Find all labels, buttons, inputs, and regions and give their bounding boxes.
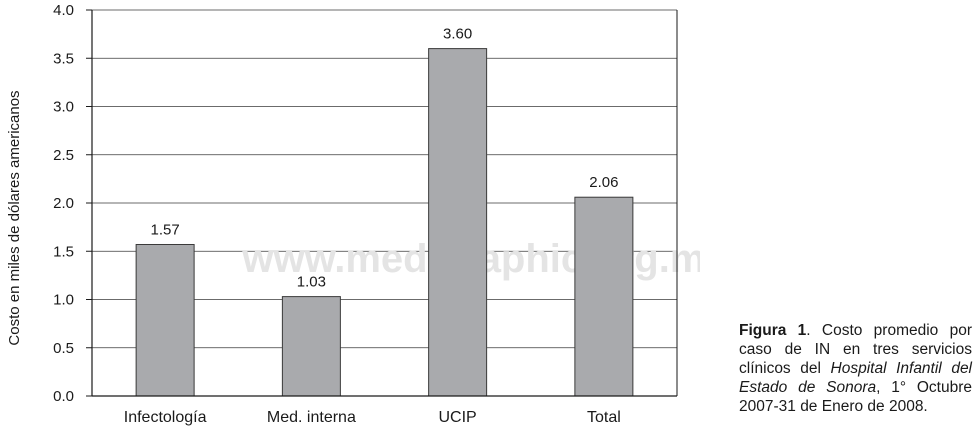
data-labels: 1.57 1.03 3.60 2.06 xyxy=(151,26,619,291)
data-label: 3.60 xyxy=(443,26,472,43)
x-category-label: Total xyxy=(587,409,621,426)
bars xyxy=(135,48,634,397)
caption-text-2: , 1° Octubre 2007-31 de Enero de 2008. xyxy=(739,379,972,415)
y-tick-label: 0.5 xyxy=(53,340,74,357)
y-axis-label: Costo en miles de dólares americanos xyxy=(6,90,23,345)
y-tick-label: 2.0 xyxy=(53,195,74,212)
y-tick-label: 3.5 xyxy=(53,50,74,67)
x-category-labels: Infectología Med. interna UCIP Total xyxy=(124,409,621,426)
data-label: 1.03 xyxy=(297,274,326,291)
bar-3 xyxy=(428,48,488,397)
y-tick-label: 1.0 xyxy=(53,292,74,309)
y-tick-label: 0.0 xyxy=(53,388,74,405)
bar-1 xyxy=(135,243,195,397)
y-tick-labels: 0.0 0.5 1.0 1.5 2.0 2.5 3.0 3.5 4.0 xyxy=(53,2,74,405)
bar-2 xyxy=(281,296,341,397)
caption-text-1: . Costo promedio por caso de IN en tres … xyxy=(739,322,972,377)
x-category-label: Med. interna xyxy=(267,409,356,426)
y-tick-label: 1.5 xyxy=(53,243,74,260)
bar-4 xyxy=(574,196,634,397)
axes xyxy=(91,10,678,397)
caption-lead: Figura 1 xyxy=(739,322,807,339)
x-category-label: Infectología xyxy=(124,409,207,426)
y-tick-label: 3.0 xyxy=(53,99,74,116)
data-label: 1.57 xyxy=(151,221,180,238)
bar-chart: www.medigraphic.org.mx 0.00.51.01.52.02.… xyxy=(6,2,700,426)
figure-caption: Figura 1. Costo promedio por caso de IN … xyxy=(739,321,972,416)
y-tick-label: 4.0 xyxy=(53,2,74,19)
x-category-label: UCIP xyxy=(439,409,477,426)
y-tick-label: 2.5 xyxy=(53,147,74,164)
data-label: 2.06 xyxy=(589,174,618,191)
caption-italic: Hospital Infantil del Estado de Sonora xyxy=(739,360,973,396)
